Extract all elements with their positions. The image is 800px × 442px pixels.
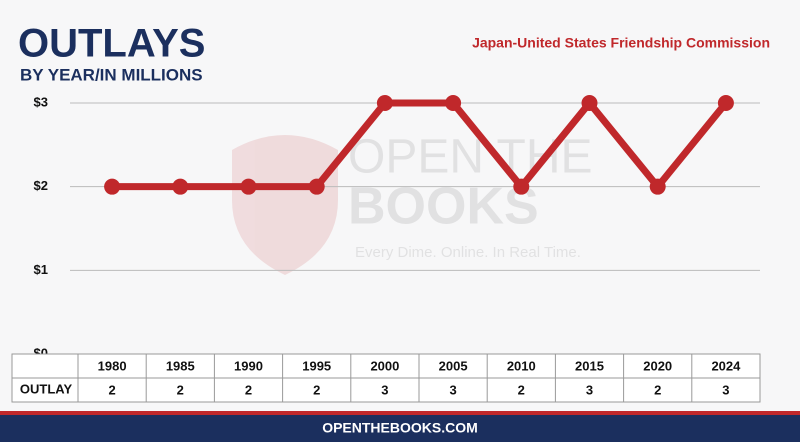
x-tick-label: 2020 bbox=[643, 358, 672, 373]
point bbox=[445, 95, 462, 111]
x-tick-label: 2005 bbox=[439, 358, 468, 373]
point bbox=[240, 178, 257, 195]
table-value: 2 bbox=[108, 382, 115, 397]
x-tick-label: 1980 bbox=[98, 358, 127, 373]
title: OUTLAYS bbox=[18, 22, 205, 66]
watermark-line2: BOOKS bbox=[348, 178, 539, 236]
agency: Japan-United States Friendship Commissio… bbox=[472, 35, 770, 51]
watermark: OPEN THE BOOKS Every Dime. Online. In Re… bbox=[232, 131, 593, 275]
point bbox=[513, 178, 530, 195]
point bbox=[717, 95, 734, 111]
table-value: 2 bbox=[518, 382, 525, 397]
table-value: 3 bbox=[722, 382, 729, 397]
footer-url: OPENTHEBOOKS.COM bbox=[322, 420, 478, 436]
table-value: 2 bbox=[245, 382, 252, 397]
plot: $0$1$2$319802198521990219952200032005320… bbox=[11, 94, 761, 403]
point bbox=[308, 178, 325, 195]
x-tick-label: 1990 bbox=[234, 358, 263, 373]
point bbox=[649, 178, 666, 195]
x-tick-label: 2000 bbox=[370, 358, 399, 373]
point bbox=[376, 95, 393, 111]
x-tick-label: 2010 bbox=[507, 358, 536, 373]
table-value: 3 bbox=[381, 382, 388, 397]
table-value: 3 bbox=[586, 382, 593, 397]
point bbox=[104, 178, 121, 195]
y-tick-label: $3 bbox=[34, 94, 48, 109]
x-tick-label: 2024 bbox=[711, 358, 741, 373]
table-value: 2 bbox=[313, 382, 320, 397]
watermark-tagline: Every Dime. Online. In Real Time. bbox=[355, 244, 581, 261]
line bbox=[112, 99, 729, 191]
table-value: 2 bbox=[654, 382, 661, 397]
point bbox=[581, 95, 598, 111]
y-tick-label: $1 bbox=[34, 262, 48, 277]
watermark-line1: OPEN THE bbox=[348, 131, 593, 184]
footer-band bbox=[0, 415, 800, 442]
footer-stripe bbox=[0, 411, 800, 415]
x-tick-label: 1985 bbox=[166, 358, 195, 373]
table-value: 3 bbox=[449, 382, 456, 397]
row-label: OUTLAY bbox=[20, 381, 73, 396]
subtitle: BY YEAR/IN MILLIONS bbox=[20, 65, 203, 84]
table-value: 2 bbox=[177, 382, 184, 397]
x-tick-label: 2015 bbox=[575, 358, 604, 373]
x-tick-label: 1995 bbox=[302, 358, 331, 373]
point bbox=[172, 178, 189, 195]
y-tick-label: $2 bbox=[34, 178, 48, 193]
watermark-shield bbox=[232, 135, 338, 275]
